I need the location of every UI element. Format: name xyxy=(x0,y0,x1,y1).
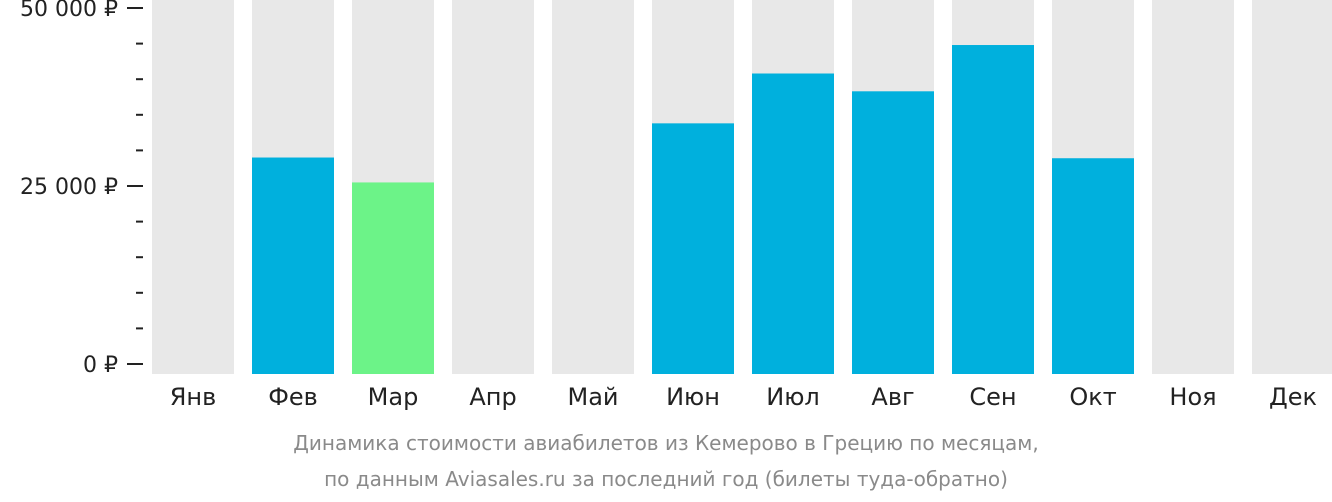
x-tick-label: Июл xyxy=(766,383,820,411)
x-tick-label: Авг xyxy=(871,383,914,411)
bar-8 xyxy=(852,91,934,374)
x-tick-label: Май xyxy=(567,383,618,411)
y-tick-label: 50 000 ₽ xyxy=(20,0,118,22)
x-tick-label: Ноя xyxy=(1169,383,1216,411)
background-column xyxy=(1152,0,1234,374)
y-axis: 0 ₽ 25 000 ₽ 50 000 ₽ xyxy=(20,0,143,378)
bar-3 xyxy=(352,182,434,374)
x-axis: Янв Фев Мар Апр Май Июн Июл Авг Сен Окт Ноя Дек xyxy=(170,383,1317,411)
bar-6 xyxy=(652,123,734,375)
bar-9 xyxy=(952,45,1034,375)
x-tick-label: Окт xyxy=(1069,383,1116,411)
background-column xyxy=(1252,0,1332,374)
chart-caption-line-2: по данным Aviasales.ru за последний год … xyxy=(324,467,1008,491)
background-column xyxy=(152,0,234,374)
x-tick-label: Фев xyxy=(268,383,318,411)
x-tick-label: Сен xyxy=(969,383,1016,411)
x-tick-label: Апр xyxy=(469,383,516,411)
chart-caption-line-1: Динамика стоимости авиабилетов из Кемеро… xyxy=(293,431,1039,455)
bar-7 xyxy=(752,73,834,374)
background-column xyxy=(452,0,534,374)
y-tick-label: 25 000 ₽ xyxy=(20,175,118,200)
bar-10 xyxy=(1052,158,1134,374)
x-tick-label: Июн xyxy=(666,383,720,411)
x-tick-label: Мар xyxy=(368,383,419,411)
x-tick-label: Дек xyxy=(1269,383,1317,411)
background-column xyxy=(552,0,634,374)
data-bars xyxy=(252,45,1134,375)
y-tick-label: 0 ₽ xyxy=(83,353,118,378)
bar-2 xyxy=(252,157,334,374)
x-tick-label: Янв xyxy=(170,383,217,411)
